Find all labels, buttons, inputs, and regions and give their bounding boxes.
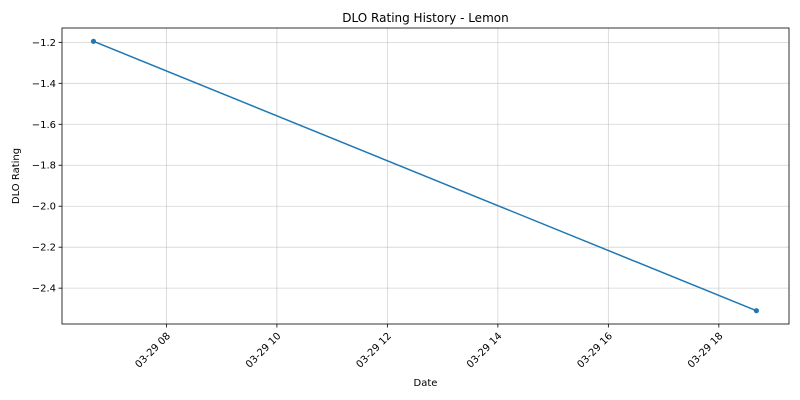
series-layer <box>90 38 760 314</box>
x-axis-label: Date <box>414 378 438 389</box>
y-axis: −1.2 −1.4 −1.6 −1.8 −2.0 −2.2 −2.4 <box>32 38 62 295</box>
grid-layer <box>62 28 789 324</box>
y-tick-label: −1.8 <box>32 161 56 172</box>
y-tick-label: −2.0 <box>32 202 56 213</box>
y-axis-label: DLO Rating <box>11 148 22 204</box>
chart-title: DLO Rating History - Lemon <box>342 11 508 25</box>
y-tick-label: −1.4 <box>32 79 56 90</box>
series-line <box>93 40 757 312</box>
y-tick-label: −1.2 <box>32 38 56 49</box>
y-tick-label: −1.6 <box>32 120 56 131</box>
y-tick-label: −2.4 <box>32 284 56 295</box>
y-tick-label: −2.2 <box>32 243 56 254</box>
data-point <box>753 308 760 314</box>
data-point <box>90 38 97 44</box>
plot-frame <box>61 27 790 325</box>
